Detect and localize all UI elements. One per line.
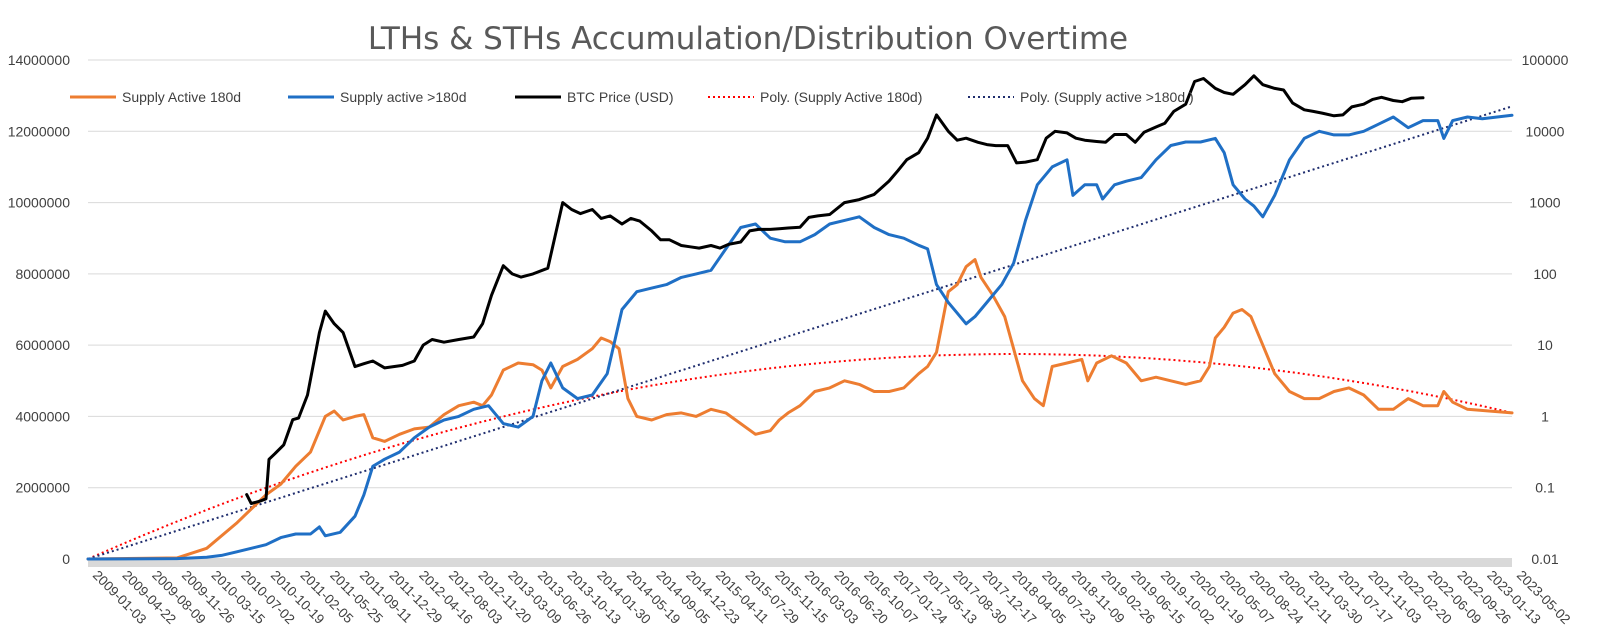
series-btc-price [245, 74, 1425, 505]
legend-label: Supply active >180d [340, 89, 466, 105]
y-left-tick-label: 0 [62, 551, 70, 567]
legend-poly-supply-gt180d: Poly. (Supply active >180d ) [968, 89, 1194, 105]
trendline-supply-gt180d-poly [87, 105, 1513, 560]
series-layer [86, 74, 1514, 561]
legend-label: Supply Active 180d [122, 89, 241, 105]
chart-title: LTHs & STHs Accumulation/Distribution Ov… [368, 21, 1128, 57]
x-axis-band [88, 558, 1512, 567]
y-left-tick-label: 4000000 [15, 408, 70, 424]
legend-label: Poly. (Supply active >180d ) [1020, 89, 1194, 105]
y-left-tick-label: 10000000 [8, 195, 71, 211]
legend: Supply Active 180d Supply active >180d BTC… [70, 89, 1194, 105]
y-left-tick-label: 2000000 [15, 480, 70, 496]
series-supply-active-gt180d [86, 113, 1514, 561]
y-right-tick-label: 0.1 [1535, 480, 1555, 496]
legend-supply-active-gt180d: Supply active >180d [288, 89, 466, 105]
y-left-tick-label: 6000000 [15, 337, 70, 353]
y-right-tick-label: 100000 [1522, 52, 1569, 68]
y-right-tick-label: 100 [1533, 266, 1557, 282]
series-supply-active-180d [86, 258, 1514, 561]
y-right-tick-label: 1 [1541, 408, 1549, 424]
legend-label: Poly. (Supply Active 180d) [760, 89, 922, 105]
y-left-tick-label: 14000000 [8, 52, 71, 68]
legend-btc-price: BTC Price (USD) [515, 89, 674, 105]
y-axis-right: 0.01 0.1 1 10 100 1000 10000 100000 [1522, 52, 1569, 567]
y-left-tick-label: 12000000 [8, 123, 71, 139]
legend-poly-supply-180d: Poly. (Supply Active 180d) [708, 89, 922, 105]
y-left-tick-label: 8000000 [15, 266, 70, 282]
y-axis-left: 0 2000000 4000000 6000000 8000000 10000000 120… [8, 52, 71, 567]
legend-supply-active-180d: Supply Active 180d [70, 89, 241, 105]
y-right-tick-label: 1000 [1529, 195, 1560, 211]
y-right-tick-label: 10000 [1526, 123, 1565, 139]
y-right-tick-label: 10 [1537, 337, 1553, 353]
legend-label: BTC Price (USD) [567, 89, 674, 105]
y-right-tick-label: 0.01 [1531, 551, 1558, 567]
